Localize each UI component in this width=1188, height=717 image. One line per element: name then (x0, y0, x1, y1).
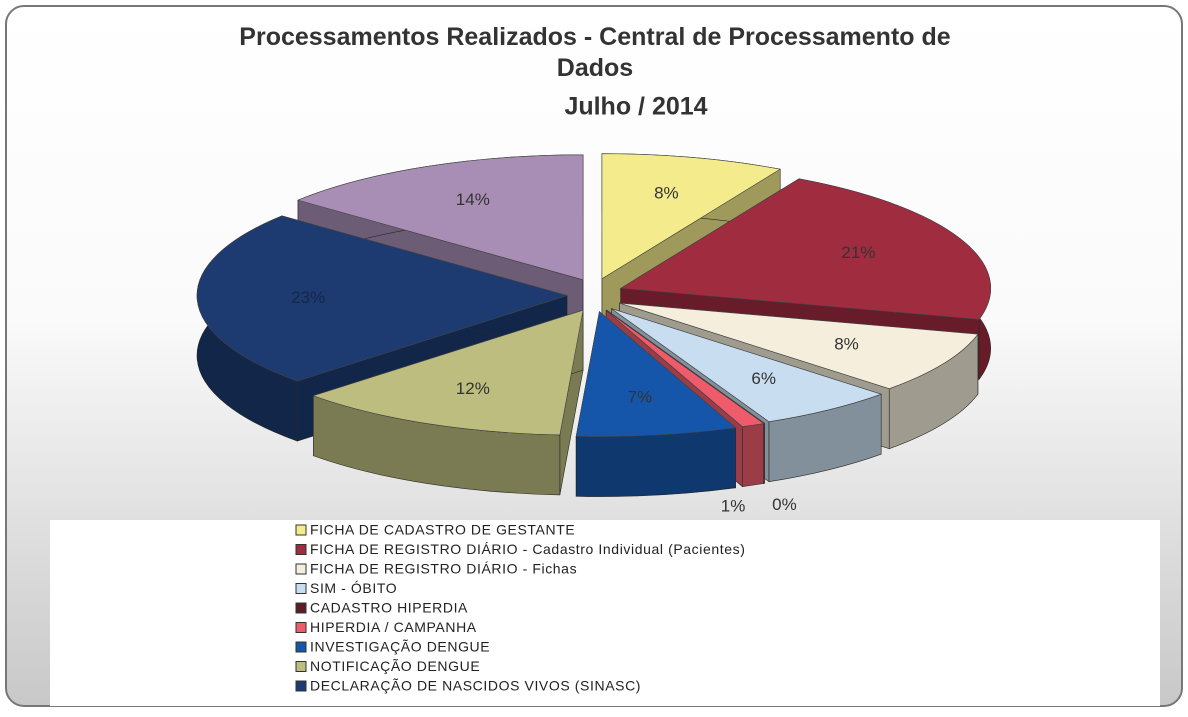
legend-swatch (295, 544, 307, 555)
slice-side-shade (313, 395, 560, 495)
slice (605, 310, 765, 427)
legend-swatch (295, 622, 307, 633)
data-label: 8% (834, 335, 859, 354)
slice (575, 311, 737, 437)
slice (606, 309, 765, 424)
data-label: 14% (456, 190, 490, 209)
data-label: 12% (456, 379, 490, 398)
legend-swatch (295, 680, 307, 692)
legend-label: NOTIFICAÇÃO DENGUE (310, 658, 480, 674)
legend-swatch (295, 602, 307, 614)
legend-label: INVESTIGAÇÃO DENGUE (310, 639, 490, 655)
data-label: 8% (654, 183, 679, 202)
chart-subtitle: Julho / 2014 (564, 93, 707, 121)
legend-label: FICHA DE REGISTRO DIÁRIO - Fichas (310, 561, 577, 577)
data-label: 0% (772, 495, 797, 514)
legend-label: FICHA DE REGISTRO DIÁRIO - Cadastro Indi… (310, 541, 745, 557)
legend-label: CADASTRO HIPERDIA (310, 600, 468, 616)
chart-title: Processamentos Realizados - Central de P… (239, 23, 951, 82)
legend-swatch (295, 524, 307, 536)
legend-label: SIM - ÓBITO (310, 580, 397, 596)
slice (611, 308, 883, 423)
slice (312, 309, 584, 436)
slice-side-shade (768, 394, 882, 482)
legend-swatch (295, 563, 307, 575)
slice-side-shade (889, 334, 978, 449)
slice-side-shade (576, 427, 736, 497)
legend-box (50, 520, 1160, 706)
slice (297, 154, 584, 281)
legend-swatch (295, 583, 307, 594)
slice-side-shade (742, 423, 764, 487)
data-label: 23% (291, 288, 325, 307)
data-label: 7% (628, 388, 653, 407)
slice (619, 178, 991, 320)
data-label: 6% (751, 369, 776, 388)
slice (196, 215, 569, 382)
legend-swatch (295, 661, 307, 672)
data-label: 1% (721, 497, 746, 516)
title-box: Processamentos Realizados - Central de P… (239, 23, 951, 82)
slice (601, 153, 782, 280)
legend-label: FICHA DE CADASTRO DE GESTANTE (310, 522, 575, 538)
legend-label: HIPERDIA / CAMPANHA (310, 619, 477, 635)
slice (619, 302, 979, 389)
data-label: 21% (841, 243, 875, 262)
legend-swatch (295, 641, 307, 653)
legend-label: DECLARAÇÃO DE NASCIDOS VIVOS (SINASC) (310, 678, 641, 694)
